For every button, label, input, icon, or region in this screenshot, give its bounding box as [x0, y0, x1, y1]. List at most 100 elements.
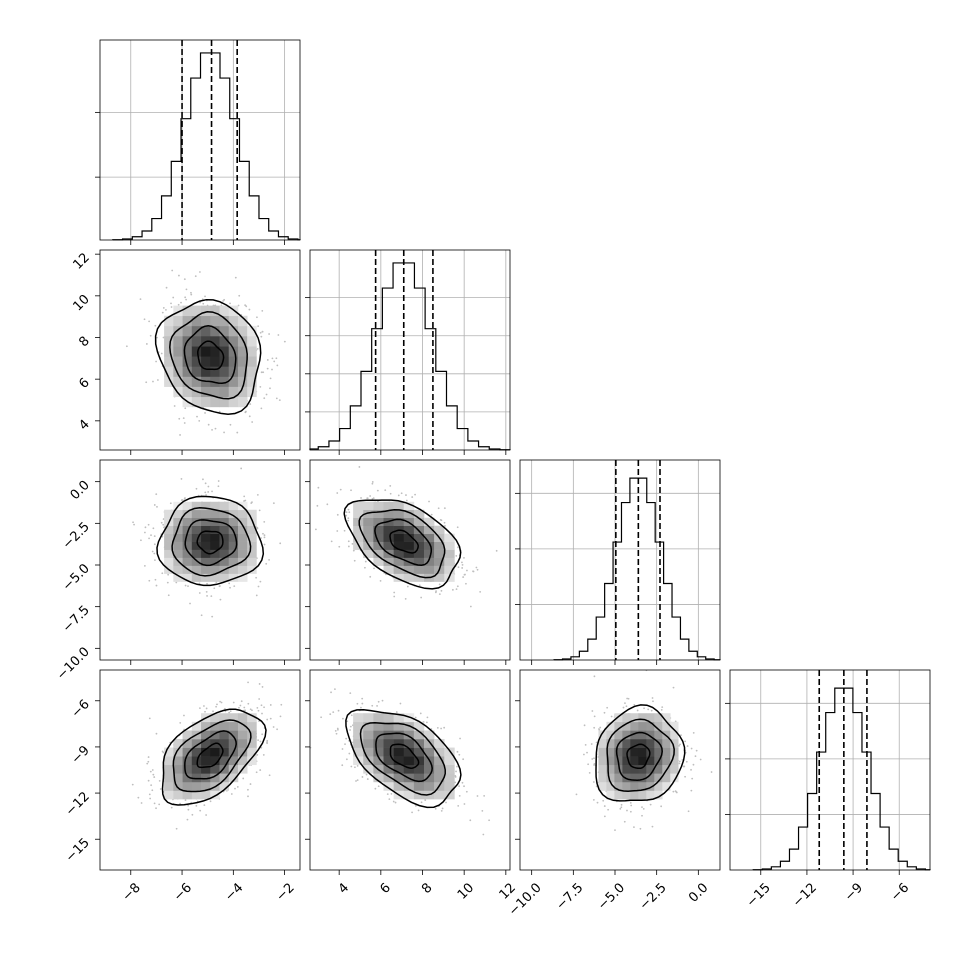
density-cell: [201, 386, 211, 398]
scatter-point: [440, 727, 443, 730]
density-cell: [606, 738, 615, 748]
scatter-point: [143, 318, 146, 321]
scatter-point: [366, 497, 369, 500]
density-cell: [638, 764, 647, 774]
scatter-point: [215, 705, 218, 708]
scatter-point: [371, 482, 374, 485]
density-cell: [622, 773, 631, 783]
density-cell: [210, 790, 220, 800]
scatter-point: [660, 805, 663, 808]
density-cell: [383, 509, 394, 519]
density-cell: [383, 557, 394, 566]
scatter-point: [211, 490, 213, 493]
scatter-point: [443, 507, 446, 510]
scatter-point: [244, 411, 247, 414]
y-tick-label: 10: [71, 292, 93, 314]
density-cell: [373, 533, 384, 542]
density-cell: [201, 738, 211, 748]
density-cell: [201, 509, 211, 519]
density-cell: [219, 721, 230, 731]
scatter-point: [679, 743, 681, 746]
density-cell: [606, 764, 615, 774]
scatter-point: [186, 818, 189, 821]
density-cell: [237, 315, 248, 327]
y-tick-label: −5.0: [60, 561, 93, 594]
scatter-point: [166, 581, 169, 584]
density-cell: [182, 305, 193, 317]
density-cell: [164, 315, 174, 327]
scatter-point: [371, 497, 374, 500]
scatter-point: [356, 779, 359, 782]
scatter-point: [400, 492, 403, 495]
contour-level-3: [595, 704, 686, 802]
density-cell: [424, 533, 435, 542]
scatter-point: [159, 788, 162, 790]
density-cell: [210, 573, 220, 582]
density-cell: [164, 533, 174, 542]
density-cell: [413, 573, 425, 582]
scatter-point: [454, 776, 457, 778]
density-cell: [201, 541, 211, 550]
density-cell: [201, 525, 211, 534]
density-cell: [210, 509, 220, 519]
scatter-point: [147, 760, 150, 763]
scatter-point: [240, 700, 243, 703]
density-cell: [444, 541, 455, 550]
density-cell: [646, 790, 655, 800]
density-cell: [247, 721, 257, 731]
scatter-point: [158, 803, 161, 806]
density-cell: [614, 790, 623, 800]
scatter-point: [151, 550, 154, 553]
scatter-point: [170, 806, 173, 809]
density-cell: [237, 376, 248, 387]
scatter-point: [149, 770, 152, 773]
scatter-point: [259, 580, 262, 583]
scatter-point: [441, 807, 444, 810]
density-cell: [353, 721, 364, 731]
density-cell: [662, 747, 671, 757]
scatter-point: [419, 712, 422, 715]
scatter-point: [244, 304, 247, 307]
density-cell: [444, 565, 455, 574]
scatter-point: [228, 582, 231, 585]
density-cell: [654, 790, 663, 800]
scatter-point: [641, 806, 643, 809]
density-cell: [201, 773, 211, 783]
density-cell: [201, 396, 211, 408]
scatter-point: [272, 726, 275, 728]
density-cell: [630, 781, 639, 791]
scatter-point: [435, 590, 437, 593]
scatter-point: [275, 357, 278, 360]
density-cell: [247, 325, 257, 337]
scatter-point: [178, 417, 181, 420]
density-cell: [201, 557, 211, 566]
density-cell: [182, 509, 193, 519]
density-cell: [444, 557, 455, 566]
scatter-point: [238, 294, 241, 297]
density-cell: [614, 713, 623, 723]
scatter-point: [426, 716, 429, 719]
density-cell: [237, 541, 248, 550]
density-cell: [670, 764, 679, 774]
scatter-point: [684, 740, 687, 743]
density-cell: [191, 573, 202, 582]
density-cell: [383, 756, 394, 766]
scatter-point: [183, 714, 185, 717]
x-tick-label: 6: [377, 880, 393, 896]
density-cell: [247, 756, 257, 766]
density-cell: [219, 346, 230, 357]
scatter-point: [354, 766, 356, 769]
density-cell: [247, 533, 257, 542]
density-cell: [393, 747, 405, 757]
scatter-point: [169, 502, 172, 505]
density-cell: [353, 509, 364, 519]
scatter-point: [443, 726, 446, 729]
density-cell: [614, 764, 623, 774]
scatter-point: [175, 581, 178, 584]
scatter-point: [204, 482, 207, 485]
scatter-point: [377, 785, 380, 788]
density-cell: [403, 730, 415, 740]
scatter-point: [219, 585, 221, 587]
density-cell: [630, 756, 639, 766]
scatter-point: [261, 686, 264, 688]
